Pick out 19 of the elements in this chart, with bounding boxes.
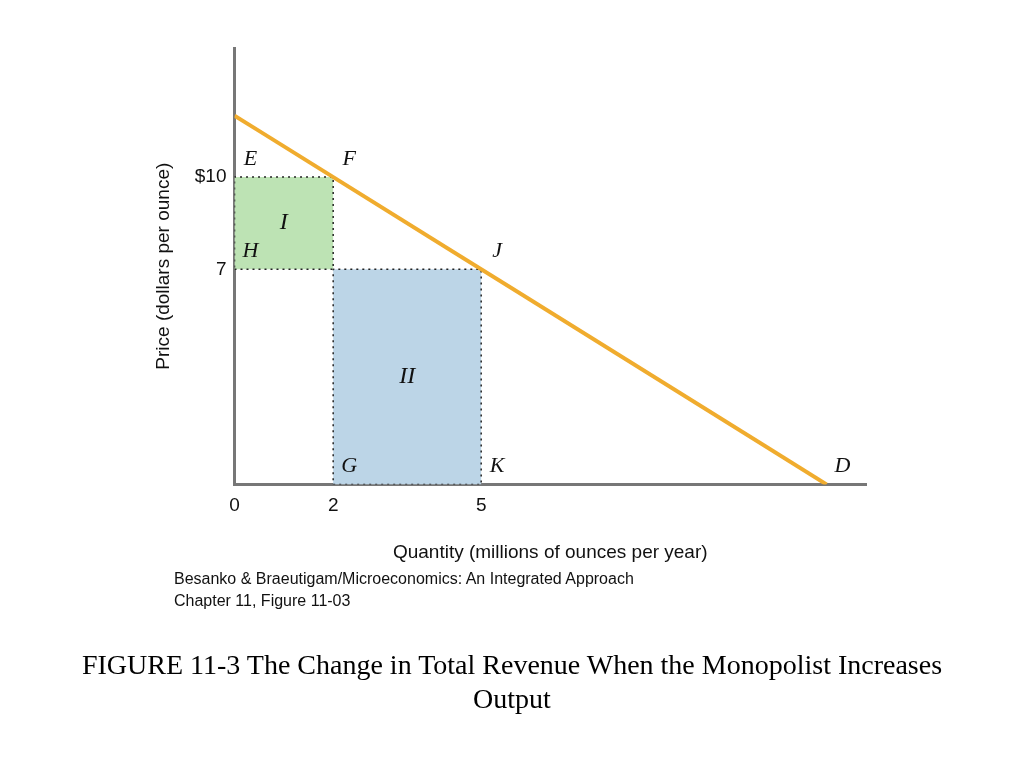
x-tick-label: 5 <box>475 494 487 516</box>
x-axis-title: Quantity (millions of ounces per year) <box>392 540 708 562</box>
annotation: E <box>242 144 258 170</box>
y-axis-title: Price (dollars per ounce) <box>151 162 173 370</box>
y-tick-label: 7 <box>215 257 227 279</box>
annotation: H <box>241 237 260 263</box>
x-tick-label: 2 <box>327 494 339 516</box>
text: Chapter 11, Figure 11-03 <box>174 591 352 611</box>
text: Besanko & Braeutigam/Microeconomics: An Integrated Approach <box>174 569 635 589</box>
annotation: F <box>341 144 357 170</box>
series-label: I <box>278 208 289 235</box>
series-label: II <box>398 362 417 389</box>
y-tick-label: $10 <box>194 165 227 187</box>
annotation: D <box>833 452 851 478</box>
annotation: G <box>341 452 358 478</box>
annotation: K <box>488 452 506 478</box>
text: FIGURE 11-3 The Change in Total Revenue When the Monopolist Increases Output <box>80 648 944 716</box>
annotation: J <box>492 237 504 263</box>
x-tick-label: 0 <box>229 494 240 516</box>
